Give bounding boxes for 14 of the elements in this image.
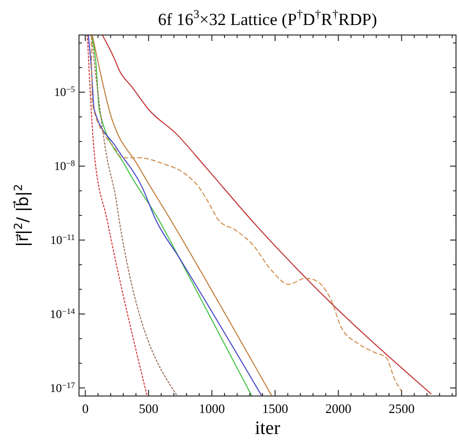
x-tick-label: 0 (82, 401, 89, 416)
x-tick-label: 1000 (198, 401, 225, 416)
chart-title: 6f 16$^{3}$×32 Lattice (P$^{†}$D$^{†}$R$^{†}$RDP) (158, 7, 377, 29)
y-tick-label: 10$^{−17}$ (50, 380, 75, 395)
x-axis-title: iter (254, 418, 281, 439)
line-series (86, 35, 148, 396)
x-tick-label: 500 (138, 401, 158, 416)
x-tick-label: 2000 (325, 401, 352, 416)
y-tick-label: 10$^{−11}$ (50, 232, 75, 248)
y-tick-label: 10$^{−8}$ (54, 158, 75, 174)
x-tick-label: 1500 (262, 401, 288, 416)
y-tick-label: 10$^{−5}$ (54, 84, 75, 100)
x-tick-label: 2500 (388, 401, 415, 416)
y-tick-label: 10$^{−14}$ (50, 306, 76, 321)
